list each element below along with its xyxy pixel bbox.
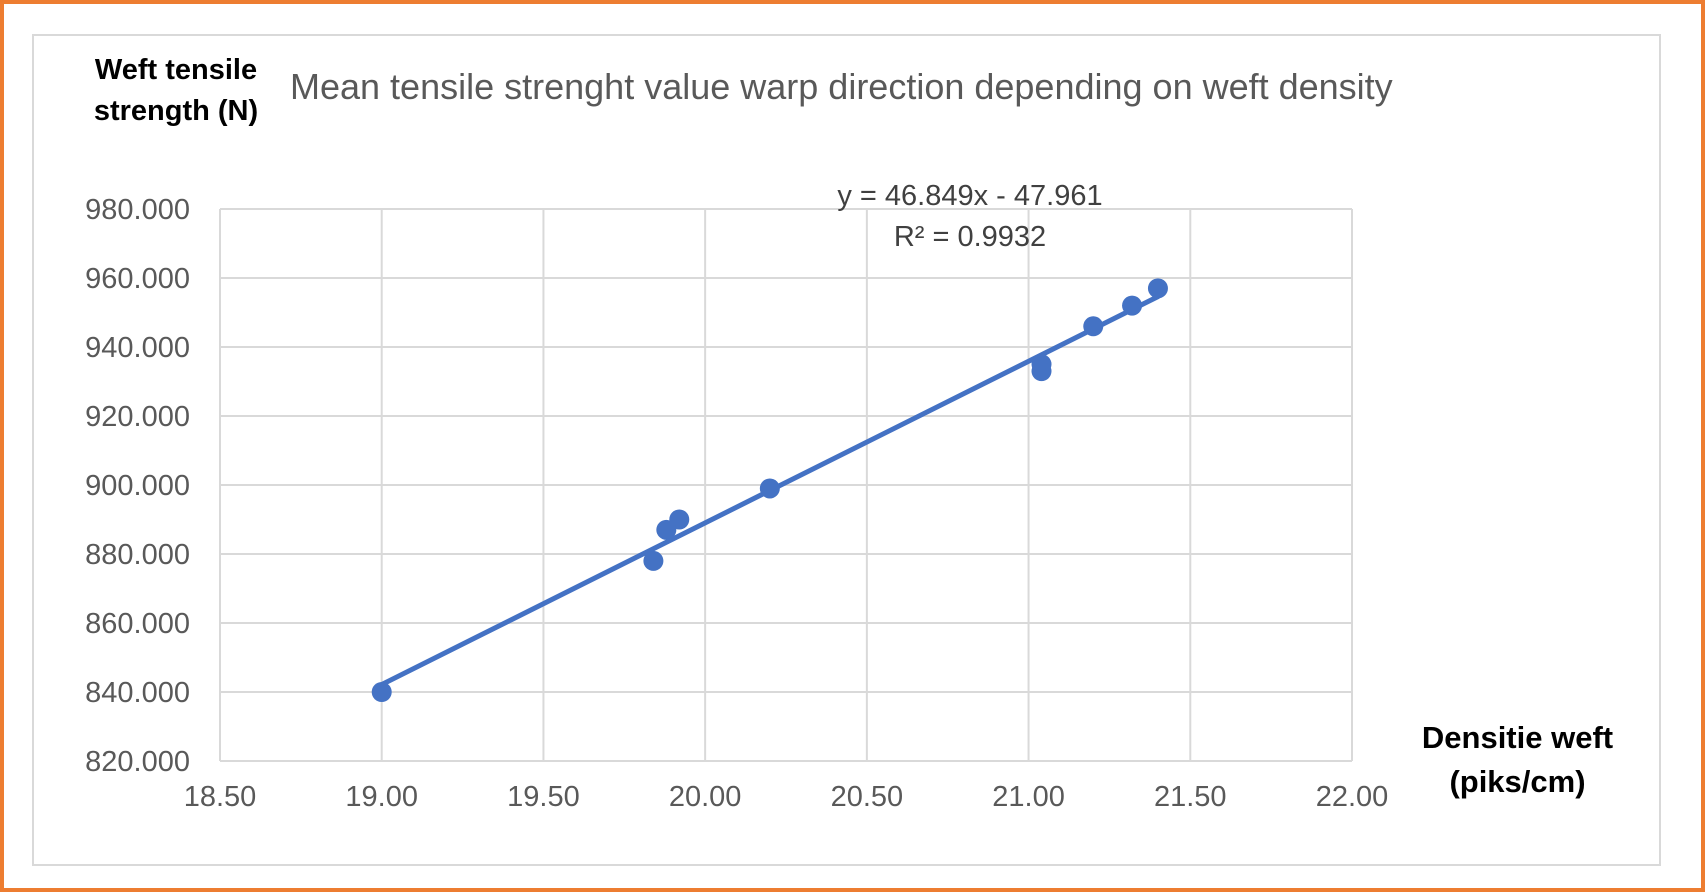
tick-labels: 18.50 19.00 19.50 20.00 20.50 21.00 21.50 22.00… (85, 194, 1388, 813)
y-tick-label: 920.000 (85, 401, 190, 433)
x-tick-label: 19.00 (345, 781, 418, 813)
y-tick-label: 820.000 (85, 746, 190, 778)
x-tick-label: 20.00 (669, 781, 742, 813)
x-axis-label: Densitie weft (piks/cm) (1421, 720, 1614, 799)
x-tick-label: 22.00 (1316, 781, 1389, 813)
data-point (1122, 295, 1143, 316)
trendline-equation: y = 46.849x - 47.961 R² = 0.9932 (837, 180, 1103, 253)
y-tick-label: 860.000 (85, 608, 190, 640)
x-tick-label: 21.50 (1154, 781, 1227, 813)
data-point (1147, 278, 1168, 299)
grid (219, 208, 1353, 762)
y-tick-label: 840.000 (85, 677, 190, 709)
x-tick-label: 18.50 (184, 781, 257, 813)
y-axis-label: Weft tensile strength (N) (93, 54, 259, 127)
data-points (371, 278, 1168, 702)
chart-title: Mean tensile strenght value warp directi… (290, 66, 1393, 107)
x-tick-label: 21.00 (992, 781, 1065, 813)
y-tick-label: 980.000 (85, 194, 190, 226)
x-tick-label: 19.50 (507, 781, 580, 813)
y-tick-label: 960.000 (85, 263, 190, 295)
y-tick-label: 940.000 (85, 332, 190, 364)
x-tick-label: 20.50 (831, 781, 904, 813)
y-tick-label: 880.000 (85, 539, 190, 571)
data-point (371, 682, 392, 702)
data-point (759, 478, 780, 499)
data-point (1031, 354, 1052, 375)
data-point (1083, 316, 1104, 337)
y-tick-label: 900.000 (85, 470, 190, 502)
data-point (669, 509, 690, 530)
data-point (643, 550, 664, 571)
